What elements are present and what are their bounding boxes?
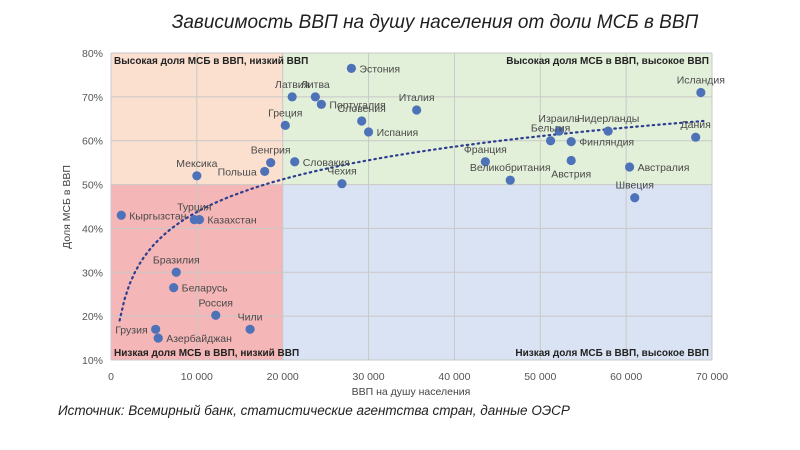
data-points (116, 63, 706, 343)
data-point (245, 324, 255, 334)
point-label: Россия (199, 297, 233, 309)
point-label: Франция (464, 144, 507, 156)
data-point (316, 99, 326, 109)
data-point (194, 215, 205, 225)
quadrant-labels: Высокая доля МСБ в ВВП, низкий ВВП Высока… (114, 56, 709, 359)
y-tick-label: 20% (82, 311, 103, 323)
point-label: Латвия (275, 79, 309, 91)
point-label: Испания (377, 127, 419, 139)
point-label: Австрия (551, 168, 591, 180)
y-tick-label: 30% (82, 267, 103, 279)
y-tick-label: 70% (82, 92, 103, 104)
point-label: Нидерланды (577, 113, 639, 125)
point-label: Эстония (359, 63, 400, 75)
point-label: Швеция (615, 180, 654, 192)
source-note: Источник: Всемирный банк, статистические… (58, 403, 570, 418)
data-point (624, 162, 635, 172)
data-point (566, 155, 576, 166)
point-label: Словакия (303, 157, 350, 169)
data-point (505, 175, 515, 185)
trendline (118, 119, 705, 322)
data-point (566, 136, 576, 147)
point-label: Чехия (327, 166, 356, 178)
trendline-group (118, 119, 705, 322)
point-label: Финляндия (579, 137, 634, 149)
data-point (480, 157, 490, 167)
data-point (192, 171, 202, 181)
data-point (691, 132, 701, 142)
x-tick-label: 60 000 (610, 371, 642, 383)
data-point (603, 126, 613, 136)
data-point (346, 63, 356, 73)
point-label: Португалия (329, 99, 385, 111)
data-point (280, 120, 290, 130)
point-label: Беларусь (182, 283, 228, 295)
point-label: Израиль (538, 113, 580, 125)
data-point (630, 193, 640, 203)
point-label: Австралия (638, 162, 690, 174)
point-label: Кыргызстан (129, 210, 186, 222)
data-point (287, 92, 297, 102)
axis-ticks: 10% 20% 30% 40% 50% 60% 70% 80% 0 10 000 20 000 30 … (82, 48, 728, 383)
quadrant-label: Низкая доля МСБ в ВВП, высокое ВВП (515, 348, 709, 359)
data-point (412, 105, 422, 115)
x-tick-label: 70 000 (696, 371, 728, 383)
y-tick-label: 80% (82, 48, 103, 60)
point-label: Литва (301, 79, 330, 91)
point-label: Польша (218, 166, 257, 178)
point-label: Великобритания (470, 162, 551, 174)
point-label: Венгрия (251, 145, 291, 157)
x-tick-label: 0 (108, 371, 114, 383)
y-tick-label: 10% (82, 355, 103, 367)
data-point (696, 87, 706, 98)
point-label: Грузия (115, 324, 147, 336)
point-label: Дания (681, 119, 711, 131)
data-point (151, 324, 161, 334)
point-label: Казахстан (207, 215, 256, 227)
x-tick-label: 10 000 (181, 371, 213, 383)
x-tick-label: 20 000 (267, 371, 299, 383)
point-label: Бельгия (531, 123, 570, 135)
x-axis-label: ВВП на душу населения (352, 386, 471, 398)
data-point (545, 136, 556, 146)
point-label: Словения (338, 103, 386, 115)
point-label: Исландия (677, 74, 725, 86)
data-point (310, 92, 320, 102)
point-label: Греция (268, 107, 302, 119)
point-label: Италия (399, 92, 435, 104)
y-tick-label: 40% (82, 223, 103, 235)
point-label: Азербайджан (166, 333, 232, 345)
quadrant-label: Высокая доля МСБ в ВВП, низкий ВВП (114, 56, 308, 67)
point-label: Мексика (176, 158, 217, 170)
chart-title: Зависимость ВВП на душу населения от дол… (171, 12, 699, 33)
y-axis-label: Доля МСБ в ВВП (61, 165, 73, 249)
x-tick-label: 40 000 (438, 371, 470, 383)
data-point (363, 127, 374, 137)
data-point (554, 126, 564, 136)
x-tick-label: 50 000 (524, 371, 556, 383)
quadrant-label: Низкая доля МСБ в ВВП, низкий ВВП (114, 348, 299, 359)
data-point (211, 310, 221, 320)
data-point (169, 283, 179, 293)
point-label: Бразилия (153, 254, 200, 266)
data-point (153, 333, 163, 343)
data-point (116, 210, 126, 220)
y-tick-label: 50% (82, 180, 103, 192)
data-point (337, 179, 347, 189)
data-point (357, 116, 367, 126)
data-point (290, 157, 300, 167)
data-point (266, 158, 276, 168)
x-tick-label: 30 000 (353, 371, 385, 383)
data-point (260, 166, 270, 177)
point-label: Чили (238, 311, 263, 323)
point-label: Турция (177, 202, 211, 214)
data-point (171, 267, 181, 277)
grid-lines (110, 52, 713, 361)
quadrant-label: Высокая доля МСБ в ВВП, высокое ВВП (506, 56, 709, 67)
y-tick-label: 60% (82, 136, 103, 148)
